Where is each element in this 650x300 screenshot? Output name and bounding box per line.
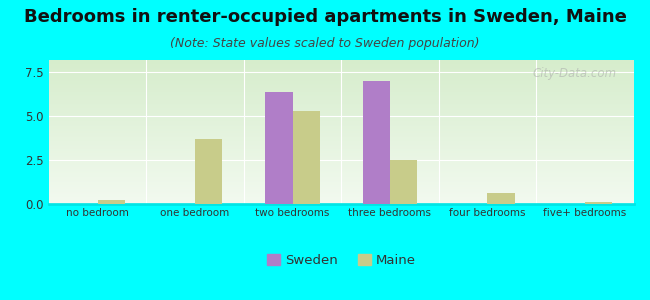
Legend: Sweden, Maine: Sweden, Maine xyxy=(261,248,421,272)
Bar xyxy=(195,139,222,204)
Bar xyxy=(390,160,417,204)
Text: Bedrooms in renter-occupied apartments in Sweden, Maine: Bedrooms in renter-occupied apartments i… xyxy=(23,8,627,26)
Bar xyxy=(488,193,515,204)
Bar xyxy=(292,111,320,204)
Bar xyxy=(98,200,125,204)
Bar xyxy=(585,202,612,204)
Bar xyxy=(265,92,292,204)
Bar xyxy=(363,81,390,204)
Text: City-Data.com: City-Data.com xyxy=(532,67,616,80)
Text: (Note: State values scaled to Sweden population): (Note: State values scaled to Sweden pop… xyxy=(170,38,480,50)
